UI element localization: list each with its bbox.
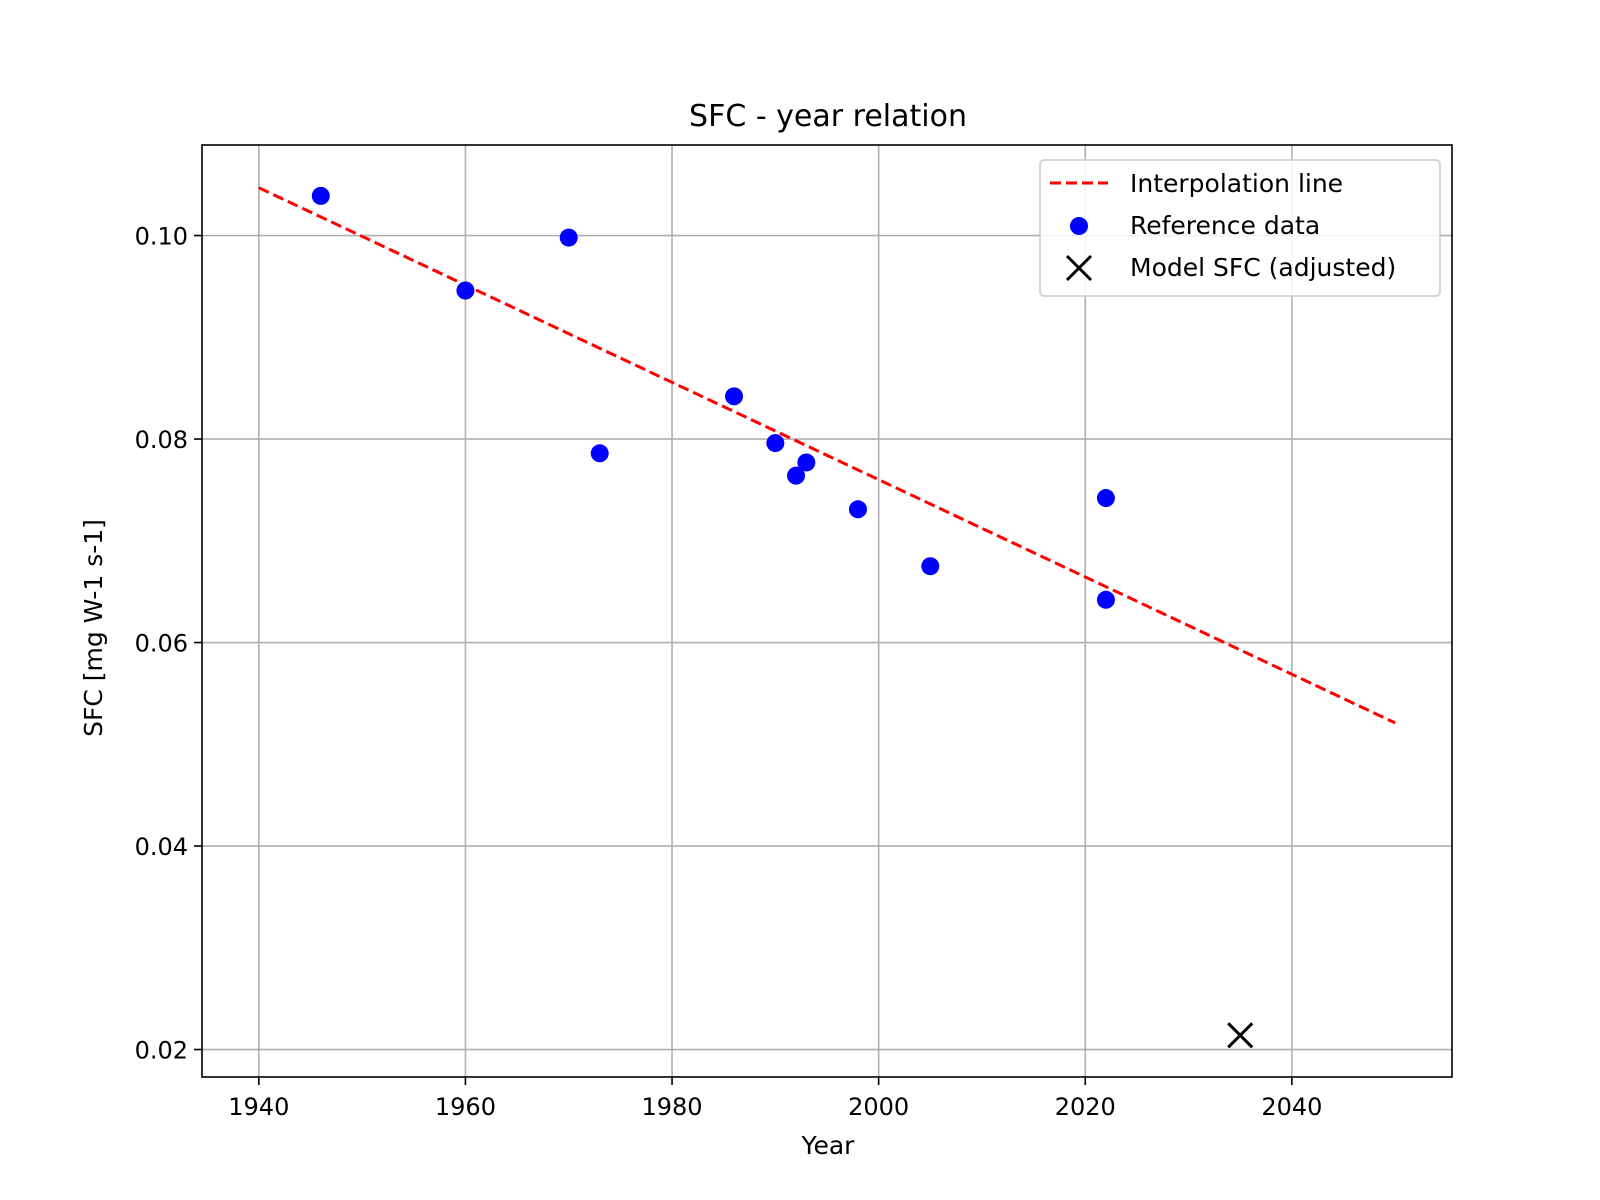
- x-tick-label: 1940: [228, 1093, 289, 1121]
- x-tick-label: 2040: [1261, 1093, 1322, 1121]
- reference-data-point: [559, 228, 578, 247]
- legend-box: [1039, 159, 1441, 297]
- y-tick-label: 0.10: [135, 223, 188, 251]
- x-tick-label: 1980: [642, 1093, 703, 1121]
- grid: [202, 145, 1452, 1077]
- legend: Interpolation line Reference data Model …: [1039, 159, 1441, 297]
- x-axis-label: Year: [801, 1131, 856, 1160]
- reference-data-point: [1096, 590, 1115, 609]
- legend-interpolation-line: Interpolation line: [1130, 169, 1343, 198]
- chart-title: SFC - year relation: [689, 99, 967, 134]
- y-axis-label: SFC [mg W-1 s-1]: [79, 519, 108, 737]
- y-tick-label: 0.06: [135, 630, 188, 658]
- y-tick-label: 0.02: [135, 1037, 188, 1065]
- reference-data-point: [1096, 489, 1115, 508]
- reference-data-point: [456, 281, 475, 300]
- y-tick-label: 0.04: [135, 833, 188, 861]
- interpolation-line: [258, 186, 1396, 725]
- reference-data-point: [590, 444, 609, 463]
- reference-data-point: [848, 500, 867, 519]
- axis-ticks: 1940 1960 1980 2000 2020 2040 0.02 0.04 0.06 0.08…: [135, 223, 1323, 1121]
- reference-data-point: [725, 387, 744, 406]
- reference-data-point: [921, 557, 940, 576]
- legend-reference-data: Reference data: [1130, 211, 1320, 240]
- plot-series: [258, 186, 1396, 1049]
- model-sfc-point: [1227, 1022, 1254, 1049]
- reference-data-point: [787, 466, 806, 485]
- y-tick-label: 0.08: [135, 426, 188, 454]
- x-tick-label: 2000: [848, 1093, 909, 1121]
- legend-model-sfc: Model SFC (adjusted): [1130, 253, 1396, 282]
- reference-data-point: [766, 434, 785, 453]
- reference-data-point: [311, 186, 330, 205]
- plot-frame: [201, 144, 1453, 1078]
- legend-x-marker-swatch: [1065, 254, 1093, 282]
- x-tick-label: 2020: [1055, 1093, 1116, 1121]
- legend-blue-dot-swatch: [1070, 217, 1088, 235]
- reference-data-point: [797, 453, 816, 472]
- x-tick-label: 1960: [435, 1093, 496, 1121]
